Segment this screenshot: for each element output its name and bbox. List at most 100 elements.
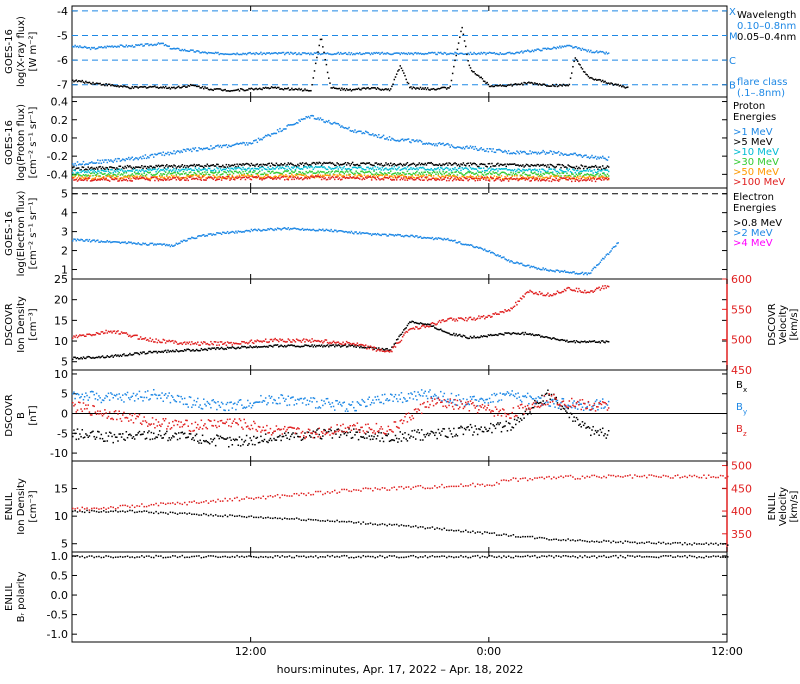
data-point: [374, 166, 376, 168]
data-point: [407, 166, 409, 168]
data-point: [163, 152, 165, 154]
data-point: [122, 174, 124, 176]
data-point: [600, 262, 602, 264]
data-point: [133, 87, 135, 89]
data-point: [286, 164, 288, 166]
series-electron-1: [72, 227, 619, 275]
data-point: [103, 177, 105, 179]
data-point: [608, 156, 610, 158]
data-point: [308, 172, 310, 174]
data-point: [425, 171, 427, 173]
data-point: [307, 167, 309, 169]
data-point: [145, 337, 147, 339]
data-point: [199, 350, 201, 352]
data-point: [554, 271, 556, 273]
data-point: [559, 164, 561, 166]
data-point: [492, 178, 494, 180]
data-point: [143, 45, 145, 47]
data-point: [89, 47, 91, 49]
data-point: [277, 344, 279, 346]
data-point: [190, 168, 192, 170]
data-point: [183, 166, 185, 168]
data-point: [290, 176, 292, 178]
data-point: [198, 164, 200, 166]
data-point: [463, 147, 465, 149]
data-point: [168, 45, 170, 47]
data-point: [470, 52, 472, 54]
data-point: [228, 174, 230, 176]
data-point: [168, 87, 170, 89]
data-point: [466, 178, 468, 180]
data-point: [267, 174, 269, 176]
data-point: [379, 168, 381, 170]
data-point: [178, 173, 180, 175]
data-point: [447, 238, 449, 240]
data-point: [378, 349, 380, 351]
data-point: [572, 66, 574, 68]
ytick-label: -0.2: [47, 150, 68, 163]
data-point: [211, 177, 213, 179]
data-point: [459, 167, 461, 169]
data-point: [579, 48, 581, 50]
data-point: [201, 173, 203, 175]
data-point: [329, 178, 331, 180]
data-point: [430, 168, 432, 170]
data-point: [107, 167, 109, 169]
data-point: [407, 325, 409, 327]
data-point: [577, 179, 579, 181]
data-point: [450, 163, 452, 165]
data-point: [251, 163, 253, 165]
data-point: [454, 60, 456, 62]
data-point: [486, 166, 488, 168]
data-point: [138, 159, 140, 161]
data-point: [373, 170, 375, 172]
data-point: [207, 235, 209, 237]
data-point: [602, 165, 604, 167]
data-point: [566, 168, 568, 170]
data-point: [407, 54, 409, 56]
data-point: [340, 52, 342, 54]
data-point: [264, 172, 266, 174]
data-point: [260, 167, 262, 169]
y-axis-label: GOES-16: [4, 29, 15, 74]
data-point: [254, 54, 256, 56]
data-point: [294, 171, 296, 173]
data-point: [288, 87, 290, 89]
data-point: [440, 322, 442, 324]
data-point: [416, 171, 418, 173]
series-xray-1: [72, 27, 628, 92]
data-point: [91, 172, 93, 174]
data-point: [302, 162, 304, 164]
data-point: [576, 174, 578, 176]
data-point: [255, 341, 257, 343]
data-point: [168, 171, 170, 173]
data-point: [195, 147, 197, 149]
data-point: [247, 89, 249, 91]
data-point: [588, 170, 590, 172]
data-point: [234, 179, 236, 181]
series-proton-0: [72, 115, 609, 166]
data-point: [405, 173, 407, 175]
data-point: [405, 168, 407, 170]
data-point: [118, 172, 120, 174]
data-point: [394, 179, 396, 181]
data-point: [377, 167, 379, 169]
data-point: [183, 351, 185, 353]
data-point: [596, 158, 598, 160]
data-point: [380, 349, 382, 351]
data-point: [96, 162, 98, 164]
data-point: [470, 171, 472, 173]
data-point: [213, 179, 215, 181]
data-point: [276, 163, 278, 165]
data-point: [402, 332, 404, 334]
data-point: [329, 175, 331, 177]
data-point: [102, 331, 104, 333]
data-point: [421, 141, 423, 143]
data-point: [603, 179, 605, 181]
data-point: [401, 164, 403, 166]
data-point: [595, 176, 597, 178]
data-point: [491, 151, 493, 153]
data-point: [292, 177, 294, 179]
data-point: [92, 175, 94, 177]
data-point: [313, 346, 315, 348]
